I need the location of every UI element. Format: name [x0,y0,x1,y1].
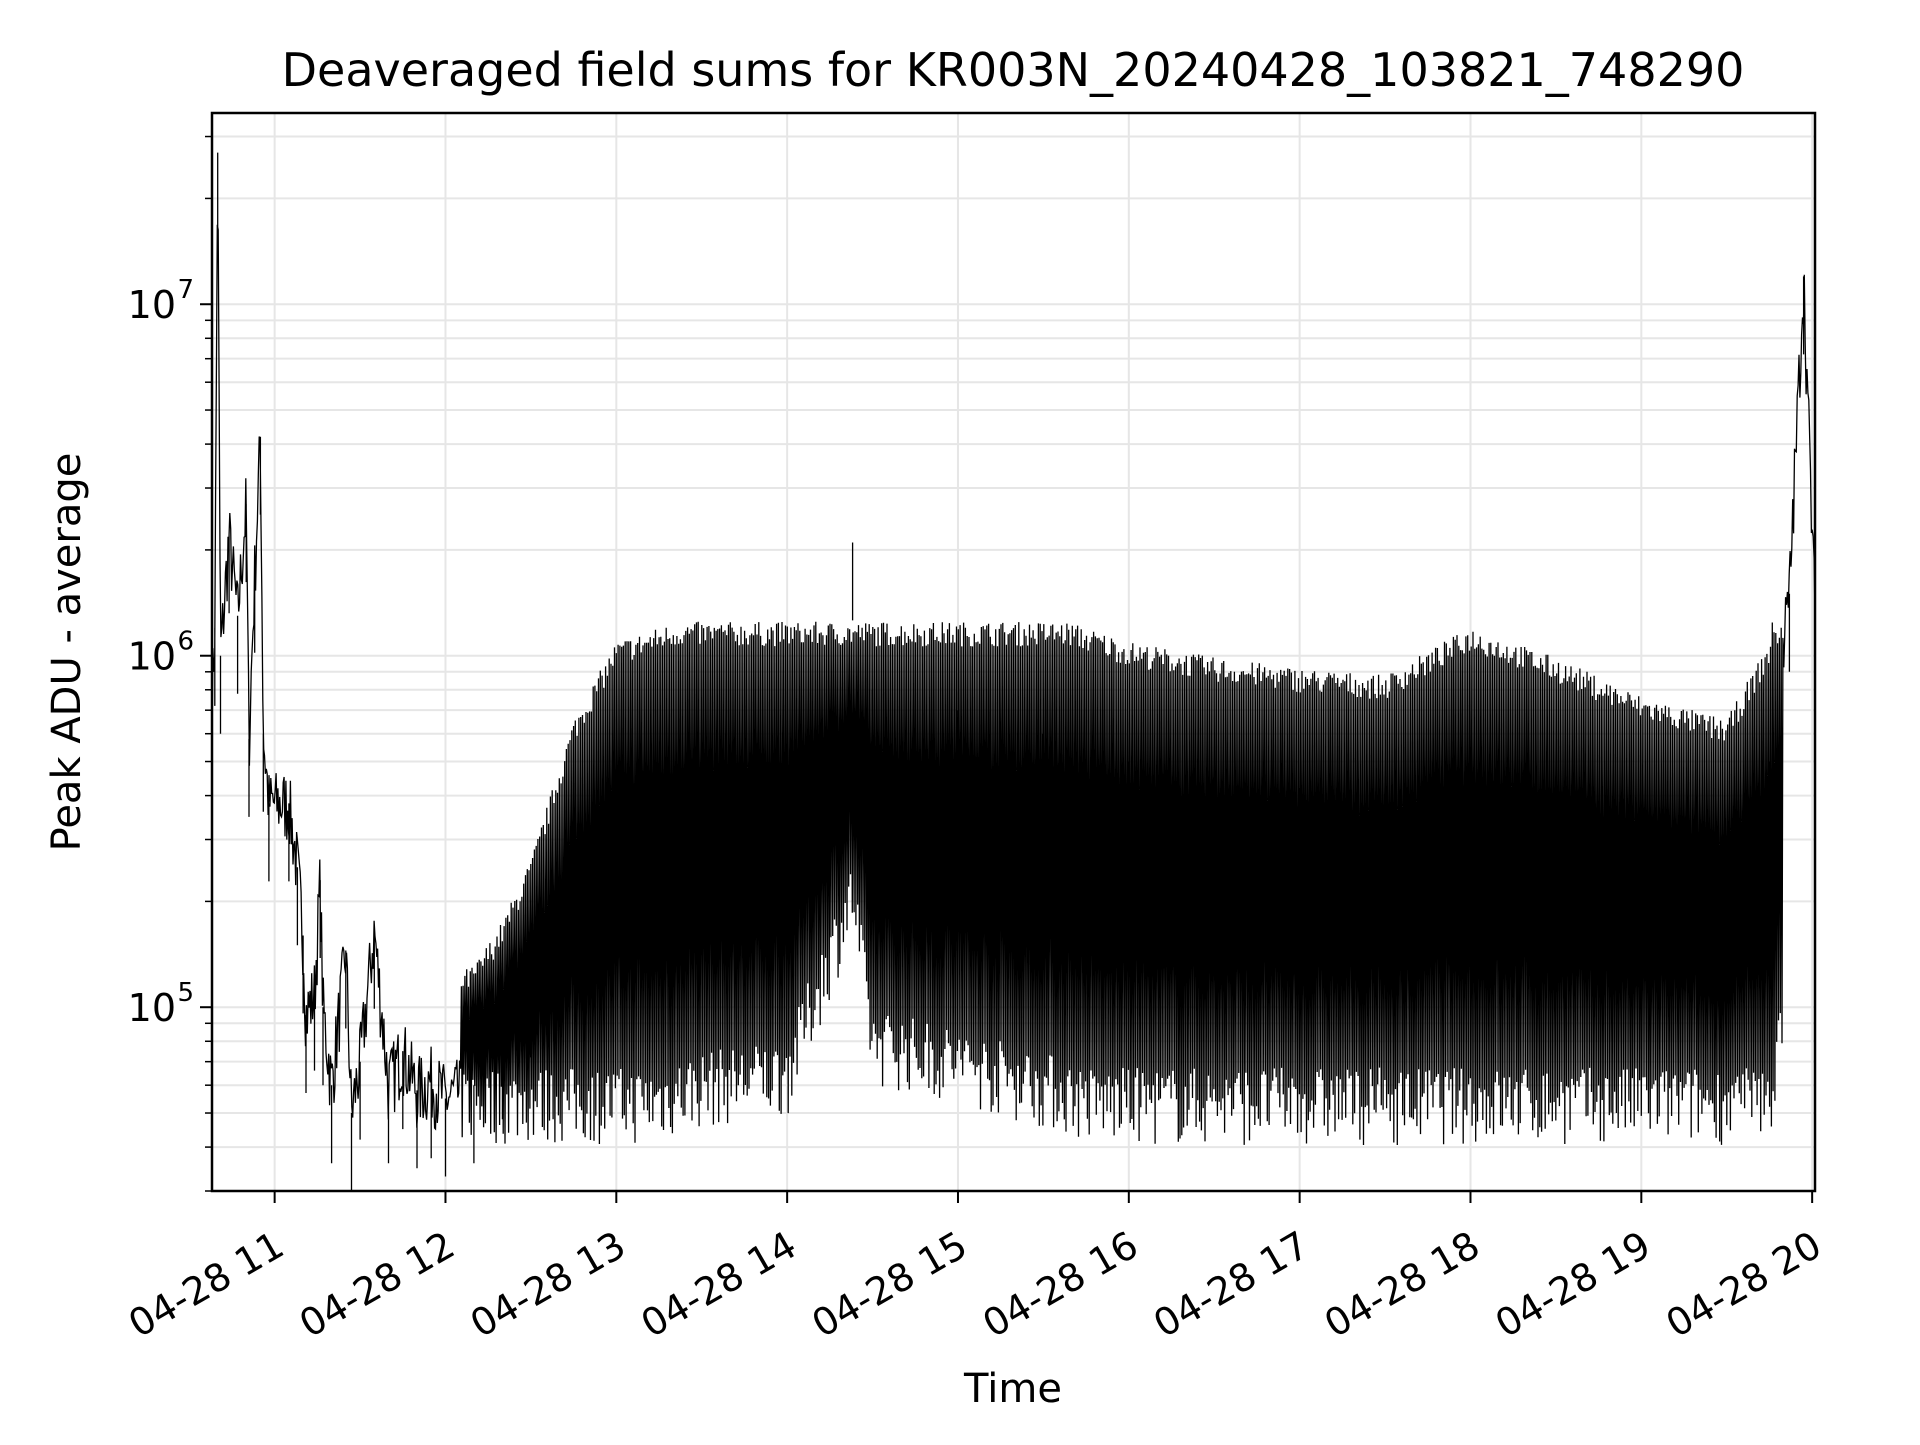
y-tick-label: 10 [128,283,176,327]
y-axis-label: Peak ADU - average [44,453,90,852]
y-tick-exponent: 6 [177,627,194,657]
plot-frame [210,111,1817,1193]
y-tick-label: 10 [128,986,176,1030]
chart-title: Deaveraged field sums for KR003N_2024042… [282,43,1745,97]
x-axis-label: Time [963,1366,1062,1412]
data-layer [211,152,1816,1191]
series-line [211,152,1816,1191]
y-tick-exponent: 5 [177,978,194,1008]
y-tick-label: 10 [128,635,176,679]
y-tick-exponent: 7 [177,275,194,305]
